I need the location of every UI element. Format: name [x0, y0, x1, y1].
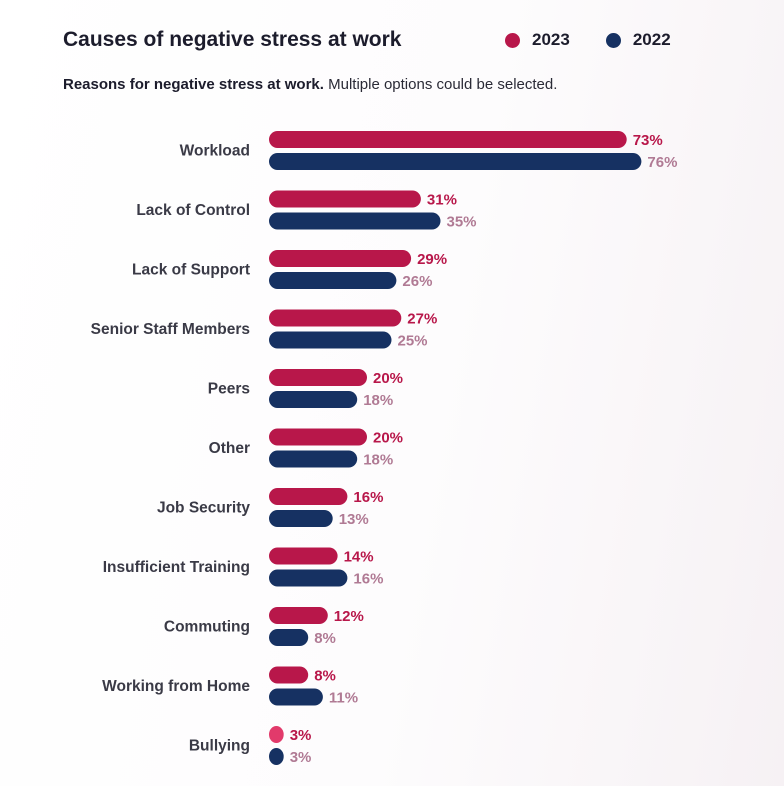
value-label-2022-peers: 18%: [363, 392, 393, 409]
bar-2022-lack-of-control: [269, 212, 441, 230]
bar-2022-other: [269, 450, 358, 468]
bar-2022-peers: [269, 391, 358, 408]
bar-2022-insufficient-training: [269, 569, 348, 587]
value-label-2023-commuting: 12%: [334, 608, 364, 625]
subtitle-bold: Reasons for negative stress at work.: [63, 76, 324, 93]
legend-label-2023: 2023: [532, 30, 570, 49]
value-label-2023-lack-of-control: 31%: [427, 192, 457, 209]
bar-2022-lack-of-support: [269, 272, 397, 289]
value-label-2023-bullying: 3%: [290, 727, 312, 744]
bar-2023-working-from-home: [269, 666, 309, 684]
category-label-lack-of-support: Lack of Support: [132, 262, 250, 279]
value-label-2022-lack-of-support: 26%: [402, 273, 432, 290]
bar-2022-bullying: [269, 748, 284, 765]
bar-2023-peers: [269, 369, 367, 386]
bar-2023-commuting: [269, 607, 328, 624]
category-label-workload: Workload: [180, 143, 250, 160]
value-label-2022-bullying: 3%: [290, 749, 312, 766]
bar-2023-senior-staff-members: [269, 309, 402, 327]
bar-2023-lack-of-support: [269, 250, 412, 267]
bar-2022-job-security: [269, 510, 333, 527]
value-label-2023-workload: 73%: [633, 132, 663, 149]
value-label-2023-insufficient-training: 14%: [344, 549, 374, 566]
value-label-2022-commuting: 8%: [314, 630, 336, 647]
value-label-2023-senior-staff-members: 27%: [407, 311, 437, 328]
category-label-peers: Peers: [208, 381, 250, 398]
chart-subtitle: Reasons for negative stress at work. Mul…: [63, 76, 557, 93]
value-label-2022-insufficient-training: 16%: [353, 571, 383, 588]
bar-2023-bullying: [269, 726, 284, 743]
category-label-other: Other: [209, 440, 250, 457]
value-label-2023-lack-of-support: 29%: [417, 251, 447, 268]
value-label-2022-job-security: 13%: [339, 511, 369, 528]
value-label-2023-other: 20%: [373, 430, 403, 447]
value-label-2022-lack-of-control: 35%: [447, 214, 477, 231]
category-label-insufficient-training: Insufficient Training: [103, 559, 250, 576]
legend-item-2023: 2023: [505, 30, 570, 50]
value-label-2022-working-from-home: 11%: [329, 690, 358, 707]
legend-item-2022: 2022: [605, 30, 671, 50]
value-label-2023-job-security: 16%: [353, 489, 383, 506]
value-label-2022-other: 18%: [363, 452, 393, 469]
category-label-lack-of-control: Lack of Control: [136, 202, 250, 219]
value-label-2023-working-from-home: 8%: [314, 668, 336, 685]
bar-2023-job-security: [269, 488, 348, 505]
bar-2022-working-from-home: [269, 688, 323, 706]
bar-2023-workload: [269, 131, 627, 148]
bar-2023-lack-of-control: [269, 190, 421, 208]
legend-swatch-2023: [505, 32, 520, 48]
bar-2022-commuting: [269, 629, 309, 646]
value-label-2023-peers: 20%: [373, 370, 403, 387]
bar-2023-other: [269, 428, 367, 446]
legend-swatch-2022: [605, 32, 621, 48]
bar-2023-insufficient-training: [269, 547, 338, 565]
legend-label-2022: 2022: [632, 30, 671, 49]
value-label-2022-workload: 76%: [647, 154, 677, 171]
chart-title: Causes of negative stress at work: [63, 28, 402, 51]
category-label-job-security: Job Security: [157, 500, 250, 517]
bar-2022-senior-staff-members: [269, 331, 392, 349]
category-label-senior-staff-members: Senior Staff Members: [91, 321, 250, 338]
legend: 2023 2022: [505, 30, 707, 50]
category-label-commuting: Commuting: [164, 619, 250, 636]
category-label-bullying: Bullying: [189, 738, 250, 755]
bar-2022-workload: [269, 153, 642, 170]
subtitle-rest: Multiple options could be selected.: [323, 76, 558, 93]
value-label-2022-senior-staff-members: 25%: [398, 333, 428, 350]
category-label-working-from-home: Working from Home: [102, 678, 250, 695]
